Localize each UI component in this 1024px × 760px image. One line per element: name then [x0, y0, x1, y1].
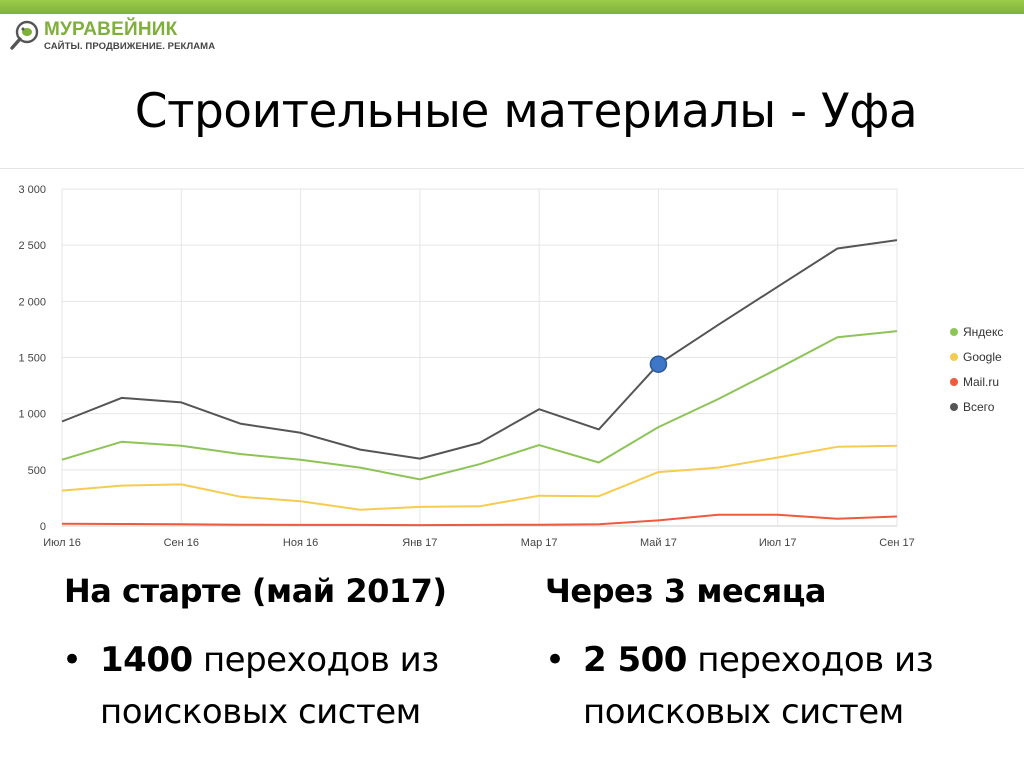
y-tick-label: 2 000	[18, 296, 46, 308]
highlight-point	[649, 355, 668, 373]
legend-label: Всего	[963, 400, 995, 414]
summary-left-text-line2: поисковых систем	[100, 692, 421, 732]
chart-area: 0 500 1 000 1 500 2 000 2 500 3 000 Июл 16 Сен 1…	[0, 168, 1024, 561]
summary-left-heading: На старте (май 2017)	[64, 572, 447, 610]
summary-right-number: 2 500	[583, 640, 687, 680]
y-tick-label: 1 000	[18, 409, 46, 421]
logo: МУРАВЕЙНИК САЙТЫ. ПРОДВИЖЕНИЕ. РЕКЛАМА	[6, 18, 246, 54]
legend-marker	[950, 403, 958, 411]
y-tick-label: 500	[28, 465, 46, 477]
slide-title: Строительные материалы - Уфа	[134, 84, 918, 139]
series-line	[61, 444, 898, 511]
summary-right-heading: Через 3 месяца	[545, 572, 827, 610]
summary-left-bullet: • 1400 переходов из поисковых систем	[62, 634, 439, 738]
ant-magnifier-icon	[10, 20, 39, 50]
legend-marker	[950, 328, 958, 336]
legend-label: Google	[963, 350, 1002, 364]
x-tick-label: Май 17	[640, 537, 677, 549]
line-chart: 0 500 1 000 1 500 2 000 2 500 3 000 Июл 16 Сен 1…	[18, 184, 1003, 549]
y-tick-label: 0	[40, 521, 46, 533]
bullet-dot: •	[545, 640, 565, 680]
summary-left-number: 1400	[100, 640, 193, 680]
series-line	[61, 239, 898, 460]
summary-right-text: переходов из	[686, 640, 934, 680]
top-accent-bar	[0, 0, 1024, 14]
x-tick-label: Ноя 16	[283, 537, 318, 549]
y-tick-label: 1 500	[18, 353, 46, 365]
x-tick-label: Сен 16	[164, 537, 199, 549]
logo-name: МУРАВЕЙНИК	[44, 19, 178, 40]
x-tick-label: Мар 17	[521, 537, 558, 549]
legend-marker	[950, 378, 958, 386]
series-line	[61, 330, 898, 481]
bullet-dot: •	[62, 640, 82, 680]
legend-marker	[950, 353, 958, 361]
summary-left-text: переходов из	[192, 640, 439, 680]
y-tick-label: 3 000	[18, 184, 46, 196]
x-tick-label: Сен 17	[879, 537, 914, 549]
logo-tagline: САЙТЫ. ПРОДВИЖЕНИЕ. РЕКЛАМА	[44, 41, 216, 52]
legend-label: Mail.ru	[963, 375, 999, 389]
summary-right-text-line2: поисковых систем	[583, 692, 904, 732]
legend-label: Яндекс	[963, 325, 1003, 339]
x-tick-label: Июл 17	[759, 537, 797, 549]
y-tick-label: 2 500	[18, 240, 46, 252]
summary-right-bullet: • 2 500 переходов из поисковых систем	[545, 634, 934, 738]
x-tick-label: Июл 16	[43, 537, 81, 549]
x-tick-label: Янв 17	[402, 537, 437, 549]
series-line	[61, 513, 898, 527]
